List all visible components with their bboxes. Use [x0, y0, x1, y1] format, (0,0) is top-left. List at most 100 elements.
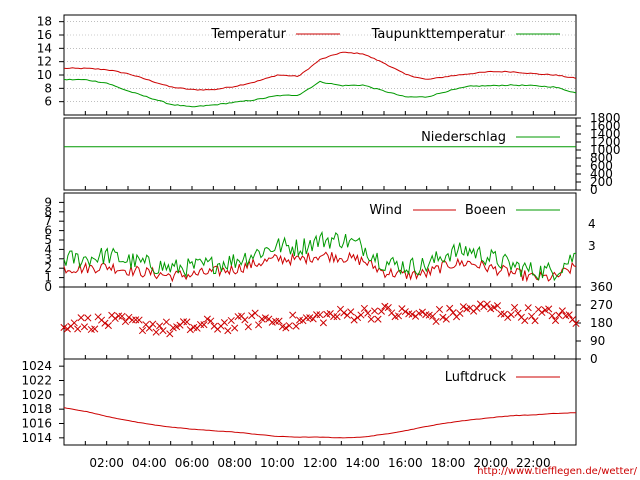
series-boeen: [63, 230, 577, 282]
direction-marker: [77, 314, 85, 322]
direction-marker: [531, 317, 539, 325]
direction-marker: [521, 317, 529, 325]
direction-marker: [442, 315, 450, 323]
y-tick-label: 1018: [21, 402, 52, 416]
direction-marker: [156, 322, 164, 330]
y-tick-label: 90: [590, 334, 605, 348]
direction-marker: [220, 318, 228, 327]
direction-marker: [224, 327, 232, 335]
y-tick-label: 6: [44, 95, 52, 109]
direction-marker: [528, 312, 536, 320]
y-tick-label: 1024: [21, 359, 52, 373]
direction-marker: [418, 308, 426, 316]
direction-marker: [84, 314, 92, 322]
x-tick-label: 20:00: [473, 456, 508, 470]
y-tick-label: 1600: [590, 119, 621, 133]
direction-marker: [173, 323, 181, 331]
direction-marker: [456, 309, 464, 317]
legend-label: Niederschlag: [421, 130, 506, 145]
y-tick-label: 1020: [21, 388, 52, 402]
y-tick-label: 18: [37, 15, 52, 29]
direction-marker: [292, 322, 300, 330]
direction-marker: [360, 304, 368, 312]
direction-marker: [384, 304, 392, 312]
direction-marker: [132, 316, 140, 324]
direction-marker: [80, 323, 89, 331]
direction-marker: [371, 307, 379, 315]
direction-marker: [111, 314, 119, 323]
y-tick-label: 1014: [21, 431, 52, 445]
direction-marker: [186, 326, 194, 334]
direction-marker: [429, 312, 437, 320]
direction-marker: [439, 313, 447, 321]
y-tick-label: 180: [590, 316, 613, 330]
legend-label: Wind: [369, 203, 402, 218]
y-tick-label: 10: [37, 68, 52, 82]
x-tick-label: 08:00: [217, 456, 252, 470]
direction-marker: [565, 311, 573, 319]
direction-marker: [275, 317, 283, 325]
direction-marker: [330, 312, 338, 321]
direction-marker: [118, 312, 126, 320]
direction-marker: [394, 312, 403, 320]
x-axis: 02:00 04:00 06:00 08:00 10:00 12:00 14:00 16:00…: [89, 456, 550, 470]
direction-marker: [408, 310, 416, 318]
x-tick-label: 10:00: [260, 456, 295, 470]
x-tick-label: 12:00: [303, 456, 338, 470]
direction-marker: [128, 316, 136, 324]
y-tick-label: 8: [44, 205, 52, 219]
legend-label: Boeen: [465, 203, 506, 218]
y-tick-label: 4: [44, 242, 52, 256]
wind-direction-panel-frame: [63, 286, 577, 360]
series-luftdruck: [63, 407, 577, 439]
direction-marker: [152, 328, 160, 336]
direction-marker: [401, 308, 409, 316]
y-tick-label: 1400: [590, 127, 621, 141]
direction-marker: [251, 309, 259, 317]
direction-marker: [545, 305, 553, 313]
direction-marker: [449, 309, 457, 317]
direction-marker: [162, 318, 170, 326]
direction-marker: [435, 305, 444, 314]
direction-marker: [183, 318, 191, 326]
direction-marker: [350, 316, 358, 324]
direction-marker: [207, 317, 215, 325]
y-tick-label: 7: [44, 214, 52, 228]
direction-marker: [507, 311, 515, 319]
direction-marker: [135, 316, 143, 324]
direction-marker: [241, 316, 249, 324]
x-tick-label: 04:00: [132, 456, 167, 470]
y-tick-label: 1: [44, 271, 52, 285]
direction-marker: [374, 315, 382, 323]
x-tick-label: 22:00: [516, 456, 551, 470]
y-tick-label: 0: [44, 280, 52, 294]
direction-marker: [364, 309, 372, 317]
direction-marker: [231, 324, 239, 332]
y-tick-label: 14: [37, 41, 52, 55]
right-tick-label: 3: [588, 239, 596, 253]
direction-marker: [91, 325, 99, 333]
direction-marker: [353, 314, 362, 322]
direction-marker: [473, 304, 481, 312]
direction-marker: [121, 318, 129, 326]
direction-marker: [555, 311, 563, 319]
y-tick-label: 12: [37, 55, 52, 69]
direction-marker: [551, 316, 560, 325]
direction-marker: [285, 322, 293, 330]
y-tick-label: 6: [44, 224, 52, 238]
wind-direction-panel: 0 90 180 270 360: [60, 280, 613, 366]
direction-marker: [483, 300, 491, 308]
direction-marker: [309, 315, 317, 323]
direction-marker: [166, 330, 174, 338]
direction-marker: [289, 311, 297, 319]
direction-marker: [333, 313, 341, 321]
direction-marker: [282, 324, 290, 332]
direction-marker: [377, 307, 385, 315]
y-tick-label: 1022: [21, 374, 52, 388]
direction-marker: [138, 327, 147, 335]
x-tick-label: 06:00: [175, 456, 210, 470]
y-tick-label: 600: [590, 159, 613, 173]
y-tick-label: 1800: [590, 111, 621, 125]
